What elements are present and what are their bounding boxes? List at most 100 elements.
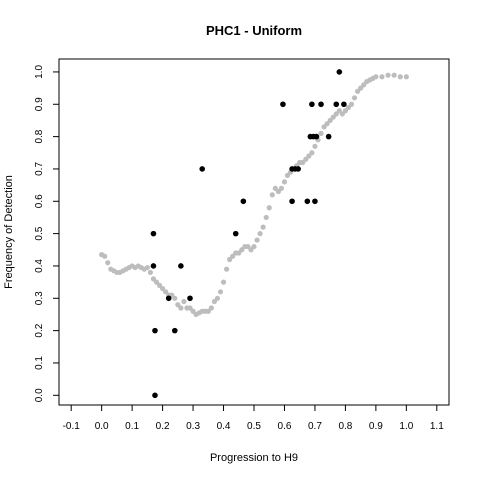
observed-point	[312, 198, 318, 205]
observed-point	[152, 327, 158, 334]
x-axis-label: Progression to H9	[210, 452, 298, 464]
smoothed-point	[306, 153, 312, 159]
smoothed-point	[361, 82, 367, 88]
observed-point	[289, 198, 295, 205]
smoothed-point	[345, 104, 352, 111]
smoothed-point	[172, 295, 178, 301]
smoothed-point	[159, 285, 166, 292]
observed-point	[150, 230, 157, 237]
smoothed-point	[333, 111, 339, 117]
x-tick-label: 0.3	[186, 421, 200, 432]
smoothed-point	[336, 108, 342, 114]
y-tick-label: 0.9	[34, 97, 45, 111]
smoothed-point	[254, 237, 260, 243]
y-tick-label: 0.1	[34, 356, 45, 370]
smoothed-point	[257, 231, 263, 237]
smoothed-point	[102, 253, 108, 259]
observed-point	[313, 133, 320, 140]
smoothed-point	[385, 72, 391, 78]
smoothed-point	[348, 101, 355, 107]
observed-point	[165, 295, 172, 302]
smoothed-point	[272, 185, 278, 191]
smoothed-point	[214, 295, 221, 301]
y-axis-label: Frequency of Detection	[3, 175, 15, 289]
smoothed-point	[358, 85, 364, 91]
plot-frame	[58, 58, 450, 406]
smoothed-point	[220, 279, 227, 285]
smoothed-point	[312, 143, 318, 149]
smoothed-point	[281, 179, 288, 185]
observed-point	[309, 101, 315, 108]
smoothed-point	[205, 308, 211, 314]
smoothed-point	[318, 130, 324, 136]
y-tick-label: 0.2	[34, 323, 45, 337]
smoothed-point	[260, 224, 266, 230]
smoothed-point	[342, 108, 349, 114]
smoothed-point	[321, 124, 327, 130]
smoothed-point	[175, 302, 181, 308]
x-tick-label: 0.1	[125, 421, 139, 432]
smoothed-point	[403, 74, 409, 80]
x-tick-label: 0.5	[247, 421, 261, 432]
observed-point	[336, 69, 343, 75]
smoothed-point	[181, 298, 187, 305]
smoothed-point	[309, 150, 315, 156]
smoothed-point	[150, 276, 157, 282]
y-axis: 0.0 0.1 0.2 0.3 0.4 0.5 0.6 0.7 0.8 0.9 1.0	[34, 65, 59, 402]
smoothed-point	[227, 256, 233, 263]
x-tick-label: -0.1	[63, 421, 81, 432]
x-tick-label: 1.0	[399, 421, 413, 432]
smoothed-point	[230, 253, 236, 259]
smoothed-point	[278, 185, 285, 191]
smoothed-point	[147, 269, 154, 276]
smoothed-point	[327, 117, 333, 124]
x-tick-label: 0.7	[308, 421, 322, 432]
observed-point	[199, 166, 206, 172]
smoothed-point	[248, 247, 254, 253]
observed-point	[187, 295, 193, 302]
x-axis: -0.1 0.0 0.1 0.2 0.3 0.4 0.5 0.6 0.7 0.8 0.9 1.0 1.1	[63, 405, 444, 432]
smoothed-point	[391, 72, 397, 78]
observed-point	[171, 327, 178, 334]
observed-point	[304, 198, 311, 205]
smoothed-point	[300, 159, 306, 166]
smoothed-point	[330, 114, 336, 120]
smoothed-point	[263, 214, 269, 221]
observed-point	[152, 392, 158, 399]
smoothed-point	[275, 188, 281, 195]
smoothed-point	[269, 192, 275, 198]
smoothed-point	[379, 74, 385, 80]
chart-title: PHC1 - Uniform	[206, 23, 302, 38]
smoothed-point	[105, 260, 111, 266]
observed-point	[325, 133, 332, 140]
x-tick-label: 1.1	[430, 421, 444, 432]
x-tick-label: 0.9	[369, 421, 383, 432]
smoothed-point	[187, 305, 193, 311]
smoothed-point	[178, 305, 184, 311]
smoothed-point	[373, 74, 379, 80]
x-tick-label: 0.6	[278, 421, 292, 432]
smoothed-point	[153, 279, 160, 285]
y-tick-label: 0.5	[34, 226, 45, 240]
smoothed-point	[245, 243, 251, 250]
observed-point	[280, 101, 286, 108]
smoothed-point	[351, 95, 358, 101]
y-tick-label: 0.6	[34, 194, 45, 208]
smoothed-point	[397, 74, 403, 80]
smoothed-point	[163, 289, 169, 295]
smoothed-series	[99, 72, 409, 318]
x-tick-label: 0.0	[95, 421, 109, 432]
x-tick-label: 0.2	[156, 421, 170, 432]
smoothed-point	[239, 247, 245, 253]
y-tick-label: 0.7	[34, 162, 45, 176]
smoothed-point	[251, 243, 257, 250]
smoothed-point	[303, 156, 309, 162]
smoothed-point	[284, 172, 291, 179]
smoothed-point	[339, 111, 345, 117]
smoothed-point	[236, 250, 242, 256]
smoothed-point	[144, 264, 150, 271]
y-tick-label: 0.3	[34, 291, 45, 305]
observed-point	[341, 101, 347, 108]
smoothed-point	[208, 305, 214, 311]
